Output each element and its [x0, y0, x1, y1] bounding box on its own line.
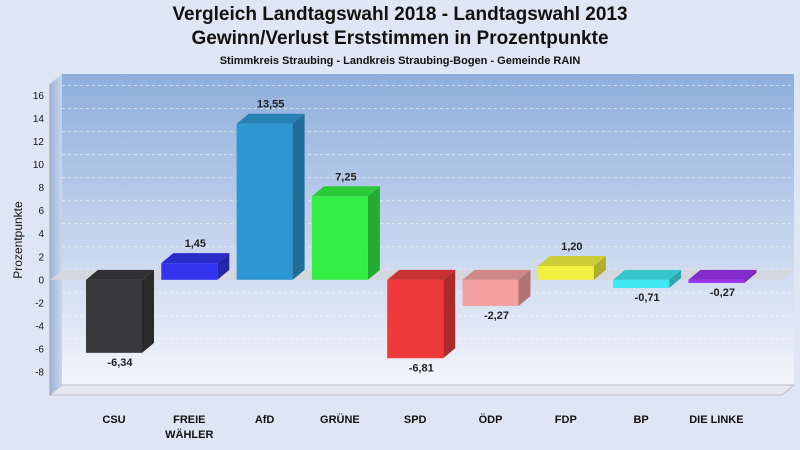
y-tick-label: 12 [33, 137, 45, 148]
bar [462, 269, 531, 306]
bar [537, 255, 606, 280]
x-tick-label: CSU [102, 414, 125, 426]
bar [387, 269, 456, 359]
bar-top [462, 269, 531, 280]
data-label: -6,34 [107, 357, 133, 369]
y-tick-label: -6 [35, 344, 44, 355]
bar-front [86, 279, 142, 353]
bar-front [311, 196, 368, 280]
x-tick-label: SPD [404, 414, 427, 426]
y-tick-label: 10 [33, 160, 45, 171]
bar-front [462, 279, 519, 306]
bar-front [537, 265, 594, 280]
y-tick-label: 4 [38, 229, 44, 240]
x-tick-label: GRÜNE [320, 413, 360, 426]
plot-floor [48, 384, 796, 396]
bar-top [161, 253, 230, 264]
bar-front [613, 279, 670, 288]
bar-top [311, 186, 380, 197]
y-tick-label: 16 [33, 91, 45, 102]
data-label: 1,45 [185, 238, 206, 250]
y-tick-label: -8 [35, 367, 44, 378]
y-tick-label: 0 [38, 275, 44, 286]
x-tick-label: FDP [555, 414, 577, 426]
chart-subtitle: Stimmkreis Straubing - Landkreis Straubi… [219, 55, 581, 67]
bar-top [236, 113, 305, 124]
data-label: 7,25 [335, 171, 356, 183]
data-label: 1,20 [561, 241, 582, 253]
x-tick-label: FREIE [173, 414, 205, 426]
y-tick-label: 14 [33, 114, 45, 125]
x-tick-label: BP [633, 414, 648, 426]
data-label: 13,55 [257, 99, 285, 111]
bar-top [688, 269, 757, 280]
bar [236, 113, 305, 280]
data-label: -0,71 [635, 292, 660, 304]
bar-front [387, 279, 444, 359]
bar-side [292, 113, 305, 280]
bar-side [142, 269, 154, 353]
bar [86, 269, 154, 353]
data-label: -0,27 [710, 287, 735, 299]
y-tick-label: -2 [35, 298, 44, 309]
data-label: -6,81 [409, 362, 434, 374]
y-tick-label: 8 [38, 183, 44, 194]
y-tick-label: 6 [38, 206, 44, 217]
bar-top [613, 269, 682, 280]
bar-top [86, 269, 154, 280]
data-label: -2,27 [484, 310, 509, 322]
bar-top [537, 255, 606, 266]
bar-side [443, 269, 456, 359]
bar-front [688, 279, 745, 283]
bar-side [217, 253, 230, 280]
plot-side-wall [50, 74, 62, 395]
x-tick-label: WÄHLER [165, 428, 213, 441]
bar [688, 269, 757, 283]
bar-side [593, 255, 606, 280]
x-tick-label: DIE LINKE [689, 414, 743, 426]
y-tick-label: 2 [38, 252, 44, 263]
bar-front [161, 263, 218, 280]
bar [613, 269, 682, 288]
chart-title: Vergleich Landtagswahl 2018 - Landtagswa… [172, 4, 628, 25]
chart-title-line2: Gewinn/Verlust Erststimmen in Prozentpun… [191, 28, 609, 49]
bar-side [518, 269, 531, 306]
x-tick-label: AfD [255, 414, 275, 426]
bar-side [669, 269, 682, 288]
bar-side [367, 186, 380, 280]
bar-side [744, 269, 757, 283]
y-tick-label: -4 [35, 321, 44, 332]
bar [161, 253, 230, 280]
x-tick-label: ÖDP [479, 413, 503, 426]
bar [311, 186, 380, 280]
bar-front [236, 123, 293, 280]
bar-top [387, 269, 456, 280]
